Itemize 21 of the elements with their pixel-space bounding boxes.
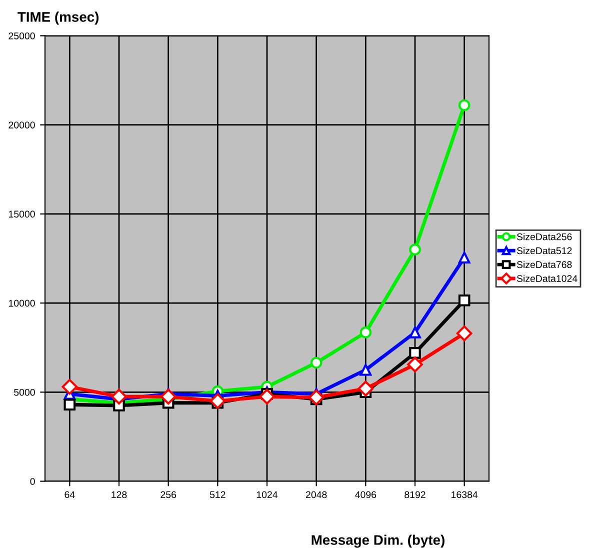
legend-label: SizeData768 xyxy=(516,260,572,268)
y-tick-label: 25000 xyxy=(8,32,35,40)
y-tick-label: 0 xyxy=(30,478,35,485)
x-tick-label: 4096 xyxy=(355,491,376,498)
y-tick-label: 10000 xyxy=(8,300,35,307)
y-tick-label: 15000 xyxy=(8,210,35,218)
x-tick-label: 16384 xyxy=(452,491,478,498)
x-tick-label: 8192 xyxy=(404,491,426,498)
legend-label: SizeData256 xyxy=(516,233,572,240)
x-tick-label: 2048 xyxy=(306,491,327,498)
y-tick-label: 20000 xyxy=(8,122,35,128)
x-tick-label: 1024 xyxy=(256,491,278,498)
legend-label: SizeData1024 xyxy=(516,274,578,282)
legend-label: SizeData512 xyxy=(516,247,572,254)
x-axis-title: Message Dim. (byte) xyxy=(312,534,444,548)
y-axis-title: TIME (msec) xyxy=(18,12,99,25)
x-tick-label: 256 xyxy=(160,491,176,498)
x-tick-label: 512 xyxy=(210,491,226,498)
y-tick-label: 5000 xyxy=(14,388,35,396)
x-tick-label: 128 xyxy=(112,491,127,498)
x-tick-label: 64 xyxy=(64,491,75,498)
